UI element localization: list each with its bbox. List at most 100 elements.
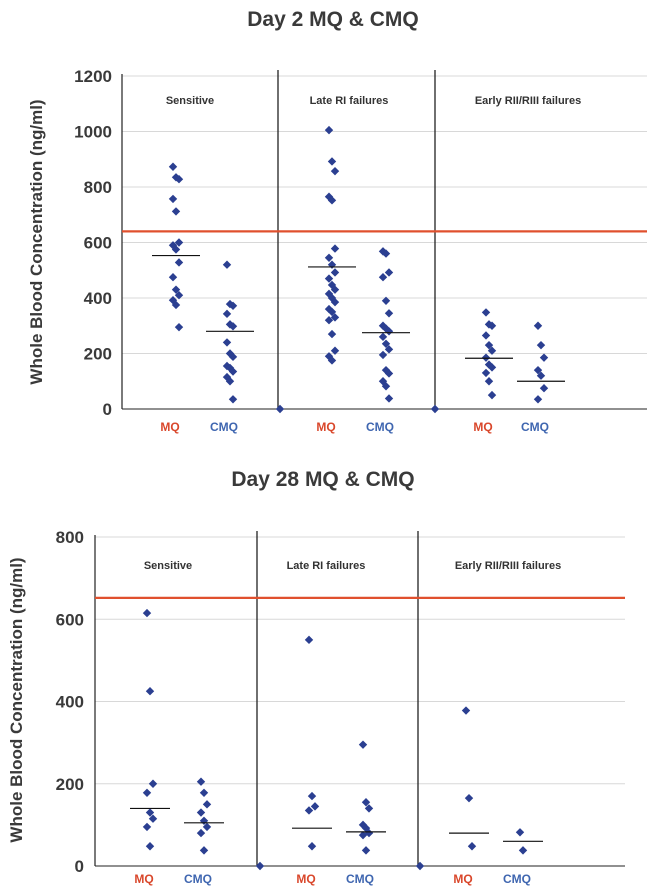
day28-chart: Day 28 MQ & CMQ Whole Blood Concentratio… [7, 468, 625, 886]
data-point [225, 349, 235, 358]
group-label: Sensitive [166, 95, 214, 107]
x-category-label: MQ [453, 872, 472, 886]
data-point [145, 842, 155, 851]
data-point [199, 816, 209, 825]
data-point [384, 268, 394, 277]
data-point [324, 253, 334, 262]
data-point [222, 338, 232, 347]
data-point [199, 788, 209, 797]
data-point [381, 249, 391, 258]
data-point [327, 157, 337, 166]
data-point [142, 608, 152, 618]
y-tick-label: 400 [84, 289, 112, 308]
x-category-label: MQ [473, 420, 492, 434]
y-tick-label: 800 [56, 528, 84, 547]
x-category-label: CMQ [503, 872, 531, 886]
data-point [304, 635, 314, 645]
data-point [361, 823, 371, 833]
data-point [228, 395, 238, 404]
data-point [467, 842, 477, 851]
chart-title: Day 2 MQ & CMQ [247, 8, 419, 31]
data-point [539, 383, 549, 393]
x-category-label: CMQ [184, 872, 212, 886]
data-point [430, 404, 440, 414]
data-point [481, 331, 491, 340]
x-category-label: MQ [134, 872, 153, 886]
y-tick-label: 200 [56, 775, 84, 794]
chart-title: Day 28 MQ & CMQ [231, 468, 414, 491]
data-point [228, 352, 238, 362]
data-point [533, 321, 543, 330]
data-point [539, 353, 549, 362]
data-point [171, 207, 181, 216]
data-point [484, 377, 494, 386]
x-category-label: CMQ [210, 420, 238, 434]
data-point [168, 194, 178, 204]
data-point [145, 687, 155, 696]
data-point [536, 340, 546, 350]
data-point [174, 291, 184, 300]
data-point [330, 166, 340, 176]
data-point [378, 272, 388, 282]
data-point [487, 363, 497, 372]
data-point [225, 320, 235, 329]
data-point [327, 196, 337, 205]
data-point [330, 313, 340, 322]
data-point [171, 300, 181, 310]
data-point [168, 241, 178, 250]
data-point [487, 390, 497, 400]
data-point [481, 368, 491, 378]
data-point [487, 321, 497, 330]
data-point [196, 808, 206, 817]
data-point [142, 822, 152, 832]
data-point [171, 285, 181, 294]
data-point [487, 346, 497, 355]
data-point [330, 268, 340, 277]
x-category-label: CMQ [521, 420, 549, 434]
data-point [364, 804, 374, 813]
data-point [148, 814, 158, 823]
x-category-label: CMQ [366, 420, 394, 434]
data-point [222, 260, 232, 269]
data-point [275, 404, 285, 414]
data-point [228, 322, 238, 331]
data-point [148, 779, 158, 788]
data-point [196, 777, 206, 786]
data-point [378, 332, 388, 342]
data-point [196, 828, 206, 838]
y-tick-label: 800 [84, 178, 112, 197]
data-point [199, 846, 209, 855]
data-point [330, 285, 340, 294]
x-category-label: MQ [160, 420, 179, 434]
y-tick-label: 600 [56, 610, 84, 629]
data-point [327, 329, 337, 339]
data-point [307, 842, 317, 851]
data-point [533, 395, 543, 404]
data-point [304, 806, 314, 815]
data-point [515, 828, 525, 837]
data-point [381, 382, 391, 391]
group-label: Late RI failures [310, 95, 389, 107]
data-point [481, 308, 491, 317]
data-point [361, 798, 371, 807]
data-point [533, 365, 543, 375]
data-point [174, 238, 184, 247]
y-tick-label: 1200 [74, 67, 112, 86]
data-point [384, 327, 394, 336]
data-point [464, 793, 474, 803]
data-point [330, 346, 340, 355]
data-point [174, 258, 184, 267]
data-point [327, 307, 337, 317]
data-point [384, 345, 394, 354]
x-category-label: CMQ [346, 872, 374, 886]
data-point [168, 272, 178, 282]
data-point [222, 309, 232, 319]
data-point [171, 245, 181, 254]
data-point [228, 367, 238, 376]
day2-chart: Day 2 MQ & CMQ Whole Blood Concentration… [27, 8, 647, 434]
data-point [222, 372, 232, 382]
group-label: Early RII/RIII failures [475, 95, 581, 107]
data-point [461, 706, 471, 715]
data-point [225, 377, 235, 386]
data-point [330, 244, 340, 253]
